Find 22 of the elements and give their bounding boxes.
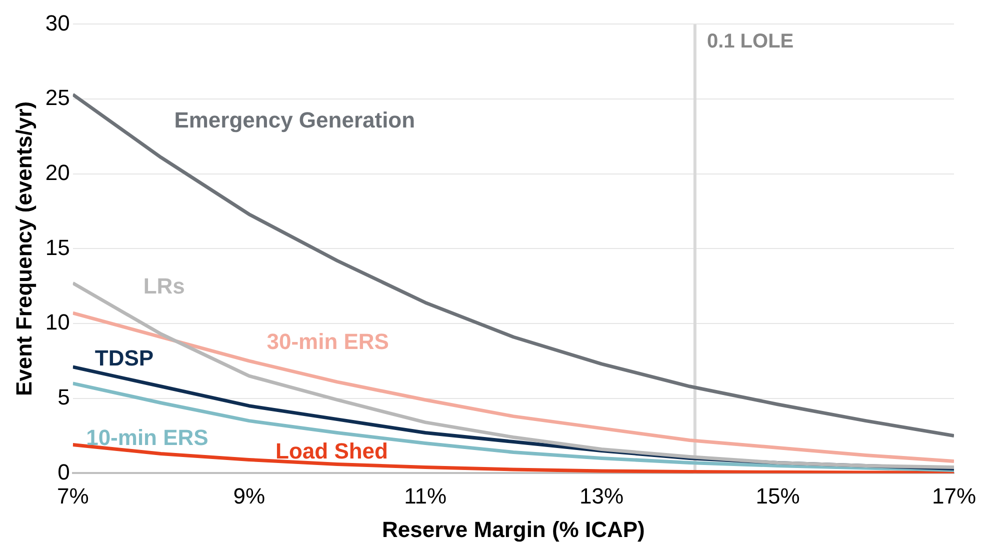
x-tick-label: 17% [932, 483, 976, 508]
y-axis-title: Event Frequency (events/yr) [11, 101, 36, 396]
x-axis-title: Reserve Margin (% ICAP) [382, 516, 645, 542]
series-label: Emergency Generation [174, 108, 416, 133]
series-label: Load Shed [276, 438, 388, 464]
ref-line-label: 0.1 LOLE [706, 30, 794, 53]
y-tick-label: 10 [45, 310, 70, 335]
series-label: 30-min ERS [266, 329, 389, 354]
y-tick-label: 20 [45, 160, 70, 185]
y-tick-label: 25 [45, 85, 70, 110]
x-tick-label: 7% [56, 483, 89, 508]
y-tick-label: 0 [58, 459, 70, 484]
x-tick-label: 13% [580, 483, 624, 508]
series-label: 10-min ERS [86, 424, 208, 450]
y-tick-label: 15 [45, 234, 70, 260]
y-tick-label: 30 [45, 10, 70, 36]
y-tick-label: 5 [58, 384, 70, 410]
x-tick-label: 11% [404, 483, 447, 508]
x-tick-label: 9% [233, 483, 265, 508]
x-tick-label: 15% [756, 483, 800, 508]
series-label: LRs [143, 274, 185, 299]
series-label: TDSP [94, 346, 154, 371]
